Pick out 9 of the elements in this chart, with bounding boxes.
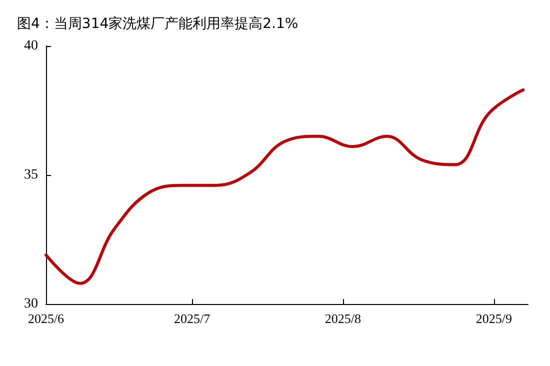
line-series bbox=[44, 88, 525, 285]
x-tick-label: 2025/9 bbox=[476, 311, 512, 326]
x-tick-label: 2025/7 bbox=[174, 311, 211, 326]
chart-title: 图4：当周314家洗煤厂产能利用率提高2.1% bbox=[17, 16, 298, 32]
y-tick-label: 35 bbox=[24, 168, 38, 182]
y-tick-label: 40 bbox=[24, 38, 38, 54]
y-tick-label: 30 bbox=[24, 296, 38, 312]
x-tick-label: 2025/6 bbox=[28, 311, 65, 326]
x-tick-label: 2025/8 bbox=[324, 311, 362, 326]
